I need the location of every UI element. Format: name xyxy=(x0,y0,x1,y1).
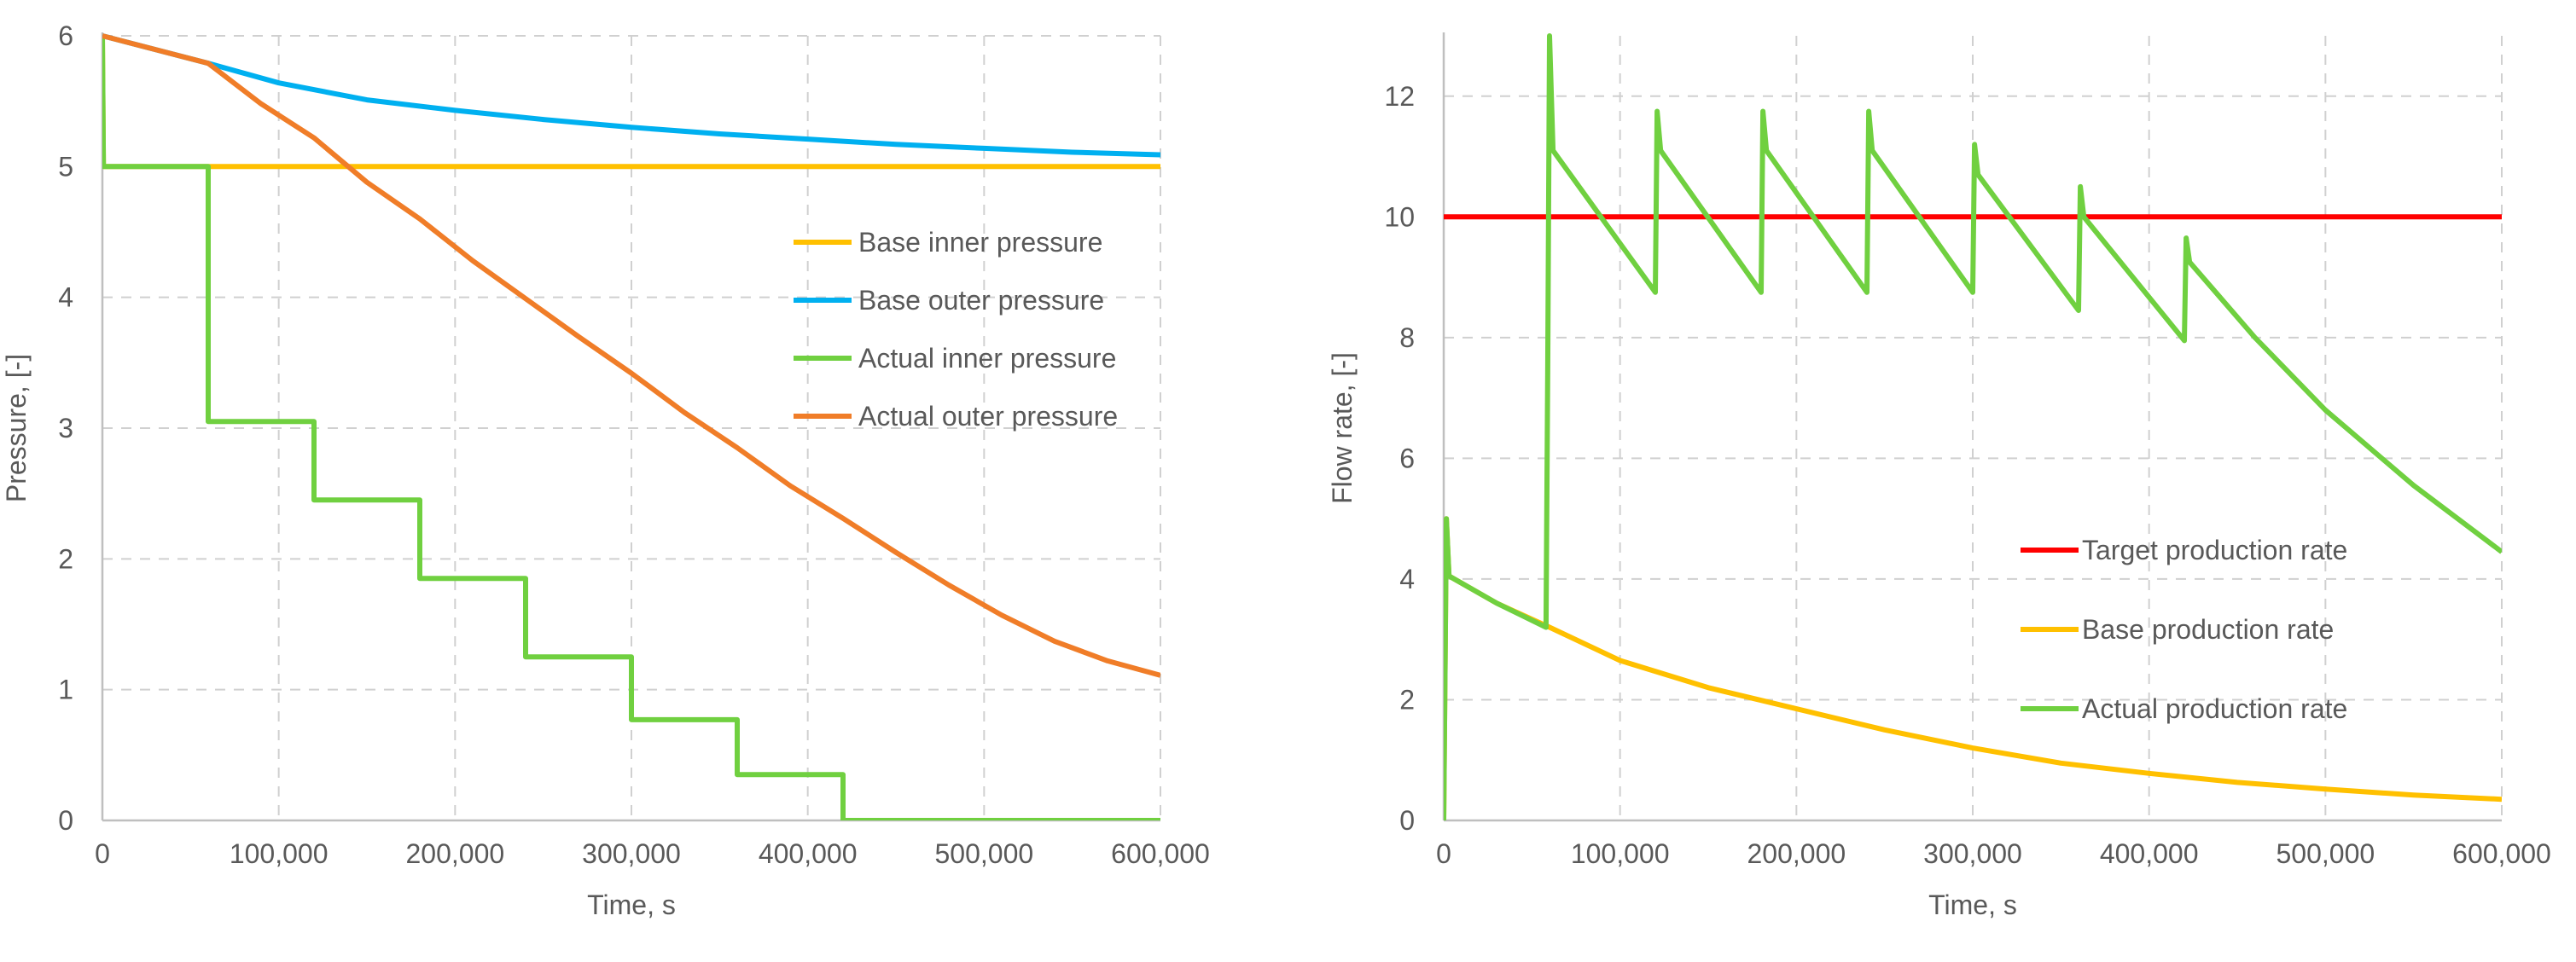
x-tick-label: 0 xyxy=(95,838,110,869)
legend-entry-base-inner-pressure: Base inner pressure xyxy=(794,227,1102,258)
legend-label: Base inner pressure xyxy=(858,227,1102,258)
x-tick-label: 100,000 xyxy=(1571,838,1670,869)
x-tick-label: 500,000 xyxy=(934,838,1033,869)
x-axis-title: Time, s xyxy=(1928,890,2017,920)
x-tick-label: 200,000 xyxy=(405,838,504,869)
legend-entry-base-production-rate: Base production rate xyxy=(2021,614,2334,645)
y-tick-label: 3 xyxy=(58,413,73,443)
y-tick-label: 8 xyxy=(1399,322,1415,353)
y-tick-label: 1 xyxy=(58,675,73,705)
legend-label: Base production rate xyxy=(2082,614,2334,645)
y-tick-label: 2 xyxy=(1399,684,1415,715)
legend-label: Base outer pressure xyxy=(858,285,1104,316)
y-axis-title: Flow rate, [-] xyxy=(1327,352,1358,504)
series-group xyxy=(1444,33,2502,820)
x-tick-label: 100,000 xyxy=(230,838,329,869)
x-tick-label: 400,000 xyxy=(759,838,858,869)
x-tick-label: 500,000 xyxy=(2276,838,2375,869)
legend-entry-base-outer-pressure: Base outer pressure xyxy=(794,285,1104,316)
x-tick-label: 600,000 xyxy=(2452,838,2551,869)
y-tick-label: 6 xyxy=(1399,443,1415,473)
legend-label: Target production rate xyxy=(2082,535,2347,565)
legend-entry-actual-outer-pressure: Actual outer pressure xyxy=(794,401,1118,432)
legend-label: Actual production rate xyxy=(2082,693,2347,724)
series-line-base-outer-pressure xyxy=(102,33,1160,158)
series-line-actual-inner-pressure xyxy=(102,35,1160,820)
y-tick-label: 5 xyxy=(58,151,73,182)
legend-entry-actual-inner-pressure: Actual inner pressure xyxy=(794,343,1116,374)
y-axis-title: Pressure, [-] xyxy=(1,354,32,502)
x-tick-label: 0 xyxy=(1436,838,1451,869)
series-group xyxy=(102,33,1160,820)
legend-label: Actual outer pressure xyxy=(858,401,1118,432)
x-tick-label: 300,000 xyxy=(1923,838,2022,869)
x-tick-label: 600,000 xyxy=(1111,838,1210,869)
y-tick-label: 10 xyxy=(1384,201,1415,232)
y-tick-label: 0 xyxy=(1399,805,1415,836)
y-tick-label: 4 xyxy=(1399,564,1415,594)
y-tick-label: 6 xyxy=(58,20,73,51)
x-tick-label: 300,000 xyxy=(582,838,681,869)
y-tick-label: 4 xyxy=(58,282,73,313)
pressure-chart: 0 100,000 200,000 300,000 400,000 500,000 600,… xyxy=(1,20,1210,920)
y-tick-label: 12 xyxy=(1384,81,1415,112)
y-tick-label: 0 xyxy=(58,805,73,836)
x-tick-label: 400,000 xyxy=(2100,838,2199,869)
legend-entry-target-production-rate: Target production rate xyxy=(2021,535,2347,565)
series-line-actual-outer-pressure xyxy=(102,33,1160,678)
x-tick-label: 200,000 xyxy=(1747,838,1846,869)
series-line-actual-production-rate xyxy=(1444,33,2502,820)
y-tick-label: 2 xyxy=(58,543,73,574)
x-axis-title: Time, s xyxy=(587,890,676,920)
flow-rate-chart: 0 100,000 200,000 300,000 400,000 500,000 600,… xyxy=(1327,32,2551,920)
legend-label: Actual inner pressure xyxy=(858,343,1116,374)
legend-entry-actual-production-rate: Actual production rate xyxy=(2021,693,2347,724)
